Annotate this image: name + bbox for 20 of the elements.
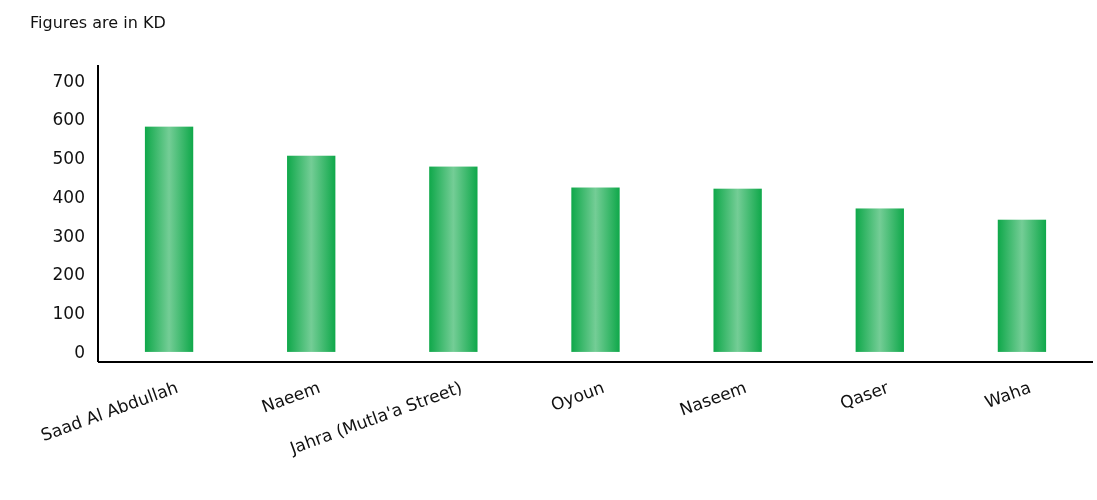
y-tick-label: 600 (52, 109, 85, 130)
bar (571, 187, 620, 352)
y-tick-label: 700 (52, 70, 85, 91)
x-tick-label: Waha (981, 376, 1034, 412)
x-tick-label: Oyoun (547, 376, 607, 415)
y-tick-label: 300 (52, 225, 85, 246)
bar (287, 155, 336, 352)
x-tick-label: Qaser (837, 376, 892, 413)
y-tick-label: 100 (52, 303, 85, 324)
y-tick-label: 500 (52, 148, 85, 169)
x-tick-label: Naeem (258, 376, 323, 417)
bar (144, 126, 194, 352)
bar (855, 208, 904, 352)
bar (997, 219, 1047, 352)
y-axis-title: Figures are in KD (30, 13, 166, 32)
bar (713, 188, 762, 352)
y-tick-label: 200 (52, 264, 85, 285)
y-tick-label: 400 (52, 186, 85, 207)
y-tick-label: 0 (74, 341, 85, 362)
bar (429, 166, 478, 352)
